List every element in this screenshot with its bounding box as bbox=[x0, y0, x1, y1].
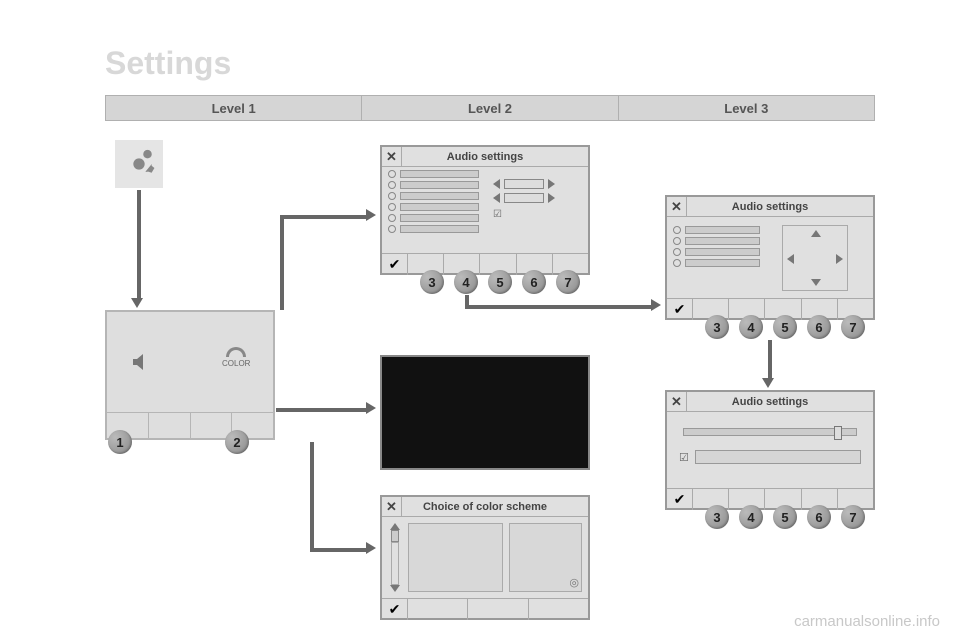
speaker-icon bbox=[129, 350, 153, 374]
window-tab[interactable] bbox=[468, 599, 528, 620]
close-icon[interactable]: ✕ bbox=[382, 497, 402, 517]
badge-7: 7 bbox=[841, 315, 865, 339]
settings-gear-box[interactable] bbox=[115, 140, 163, 188]
color-label: COLOR bbox=[222, 359, 250, 368]
badge-3: 3 bbox=[420, 270, 444, 294]
confirm-icon[interactable]: ✔ bbox=[667, 299, 693, 320]
selector-tab[interactable] bbox=[191, 413, 233, 438]
badge-6: 6 bbox=[807, 505, 831, 529]
window-tab[interactable] bbox=[529, 599, 588, 620]
arrow-head bbox=[366, 209, 376, 221]
blank-display-panel bbox=[380, 355, 590, 470]
audio-settings-window-1: ✕ Audio settings ☑ ✔ bbox=[380, 145, 590, 275]
arrow-line bbox=[276, 408, 366, 412]
window-tab[interactable] bbox=[408, 599, 468, 620]
arrow-head bbox=[131, 298, 143, 308]
arrow-gear-to-selector bbox=[137, 190, 141, 298]
badge-4: 4 bbox=[454, 270, 478, 294]
level-3-header: Level 3 bbox=[619, 96, 874, 120]
arrow-line bbox=[768, 340, 772, 380]
badge-4: 4 bbox=[739, 505, 763, 529]
arrow-head bbox=[366, 402, 376, 414]
level-2-header: Level 2 bbox=[362, 96, 618, 120]
confirm-icon[interactable]: ✔ bbox=[382, 599, 408, 620]
close-icon[interactable]: ✕ bbox=[382, 147, 402, 167]
badge-3: 3 bbox=[705, 315, 729, 339]
audio-settings-window-3: ✕ Audio settings ☑ ✔ bbox=[665, 390, 875, 510]
arrow-line bbox=[465, 305, 651, 309]
confirm-icon[interactable]: ✔ bbox=[667, 489, 693, 510]
badge-6: 6 bbox=[807, 315, 831, 339]
selector-tab[interactable] bbox=[149, 413, 191, 438]
color-scheme-window: ✕ Choice of color scheme ◎ ✔ bbox=[380, 495, 590, 620]
badge-3: 3 bbox=[705, 505, 729, 529]
arrow-line bbox=[310, 442, 314, 552]
badge-6: 6 bbox=[522, 270, 546, 294]
badge-5: 5 bbox=[773, 505, 797, 529]
window-title: Audio settings bbox=[687, 396, 873, 408]
audio-settings-window-2: ✕ Audio settings ✔ bbox=[665, 195, 875, 320]
close-icon[interactable]: ✕ bbox=[667, 392, 687, 412]
window-title: Audio settings bbox=[402, 151, 588, 163]
badge-7: 7 bbox=[556, 270, 580, 294]
badge-5: 5 bbox=[773, 315, 797, 339]
page-title: Settings bbox=[105, 45, 231, 82]
gear-icon bbox=[122, 147, 156, 181]
arrow-line bbox=[280, 215, 366, 219]
window-title: Choice of color scheme bbox=[402, 501, 588, 513]
arrow-line bbox=[310, 548, 366, 552]
arrow-line bbox=[280, 215, 284, 310]
arrow-head bbox=[762, 378, 774, 388]
badge-4: 4 bbox=[739, 315, 763, 339]
badge-1: 1 bbox=[108, 430, 132, 454]
confirm-icon[interactable]: ✔ bbox=[382, 254, 408, 275]
color-icon: COLOR bbox=[222, 347, 250, 368]
badge-7: 7 bbox=[841, 505, 865, 529]
level-1-header: Level 1 bbox=[106, 96, 362, 120]
arrow-head bbox=[651, 299, 661, 311]
arrow-head bbox=[366, 542, 376, 554]
window-title: Audio settings bbox=[687, 201, 873, 213]
badge-5: 5 bbox=[488, 270, 512, 294]
watermark: carmanualsonline.info bbox=[794, 613, 940, 630]
close-icon[interactable]: ✕ bbox=[667, 197, 687, 217]
levels-header: Level 1 Level 2 Level 3 bbox=[105, 95, 875, 121]
badge-2: 2 bbox=[225, 430, 249, 454]
selector-panel: COLOR bbox=[105, 310, 275, 440]
